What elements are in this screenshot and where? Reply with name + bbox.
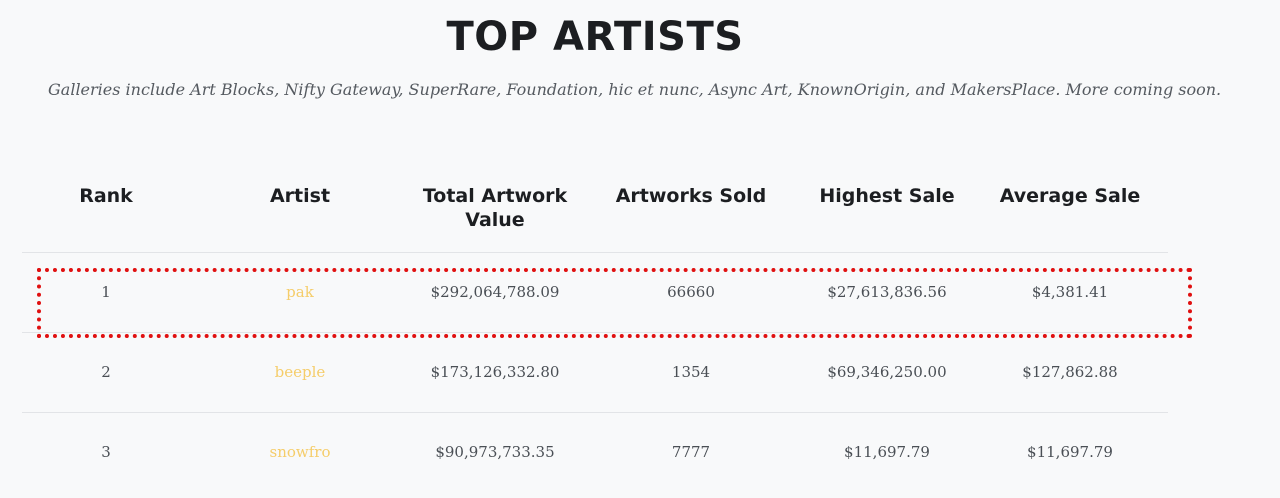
column-header-highest-sale[interactable]: Highest Sale: [819, 185, 955, 207]
table-body: 1 pak $292,064,788.09 66660 $27,613,836.…: [22, 251, 1168, 492]
artist-link[interactable]: beeple: [190, 331, 410, 412]
cell-total-value: $173,126,332.80: [410, 331, 580, 412]
table-row: 2 beeple $173,126,332.80 1354 $69,346,25…: [22, 331, 1168, 412]
page-title: TOP ARTISTS: [446, 14, 744, 60]
cell-total-value: $292,064,788.09: [410, 251, 580, 332]
cell-total-value: $90,973,733.35: [410, 411, 580, 492]
top-artists-table-container: Rank Artist Total Artwork Value Artworks…: [22, 170, 1168, 492]
cell-highest-sale: $69,346,250.00: [802, 331, 972, 412]
table-row: 1 pak $292,064,788.09 66660 $27,613,836.…: [22, 251, 1168, 332]
table-header: Rank Artist Total Artwork Value Artworks…: [22, 170, 1168, 252]
cell-rank: 3: [22, 411, 190, 492]
table-row: 3 snowfro $90,973,733.35 7777 $11,697.79…: [22, 411, 1168, 492]
artist-link[interactable]: snowfro: [190, 411, 410, 492]
cell-artworks-sold: 1354: [580, 331, 802, 412]
cell-rank: 2: [22, 331, 190, 412]
cell-rank: 1: [22, 251, 190, 332]
cell-average-sale: $11,697.79: [972, 411, 1168, 492]
column-header-average-sale[interactable]: Average Sale: [999, 185, 1141, 207]
cell-highest-sale: $27,613,836.56: [802, 251, 972, 332]
column-header-artist[interactable]: Artist: [269, 185, 331, 207]
cell-artworks-sold: 7777: [580, 411, 802, 492]
cell-average-sale: $127,862.88: [972, 331, 1168, 412]
cell-highest-sale: $11,697.79: [802, 411, 972, 492]
cell-average-sale: $4,381.41: [972, 251, 1168, 332]
top-artists-table: Rank Artist Total Artwork Value Artworks…: [22, 170, 1168, 492]
cell-artworks-sold: 66660: [580, 251, 802, 332]
column-header-total-artwork-value[interactable]: Total Artwork Value: [422, 185, 568, 231]
column-header-artworks-sold[interactable]: Artworks Sold: [615, 185, 767, 207]
page-subtitle: Galleries include Art Blocks, Nifty Gate…: [48, 80, 1222, 99]
row-highlight-annotation: [37, 268, 1192, 338]
artist-link[interactable]: pak: [190, 251, 410, 332]
column-header-rank[interactable]: Rank: [79, 185, 133, 207]
table-header-row: Rank Artist Total Artwork Value Artworks…: [22, 170, 1168, 252]
